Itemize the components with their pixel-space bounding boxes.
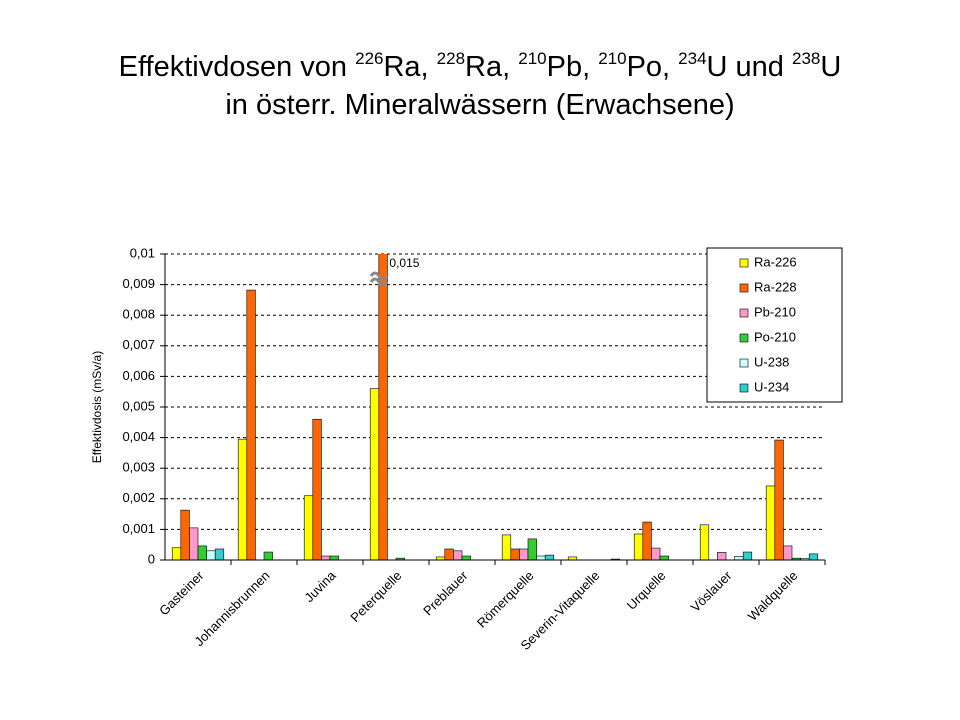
y-tick-label: 0,008: [122, 307, 155, 322]
bar: [633, 533, 644, 560]
title-part: 210: [598, 49, 627, 68]
bar: [321, 555, 331, 560]
title-part: Ra,: [465, 51, 519, 83]
title-part: in österr. Mineralwässern (Erwachsene): [225, 89, 735, 121]
bar: [717, 552, 727, 560]
x-tick-label: Preblauer: [420, 567, 471, 618]
title-part: U und: [706, 51, 792, 83]
legend-swatch: [739, 358, 749, 368]
bar: [651, 547, 661, 560]
bar: [544, 554, 555, 560]
bar: [312, 418, 322, 560]
legend-swatch: [739, 333, 749, 343]
bar: [214, 548, 225, 560]
x-tick-label: Vöslauer: [688, 567, 735, 614]
bar: [659, 555, 669, 560]
x-tick-label: Urquelle: [624, 568, 669, 613]
bar: [395, 557, 405, 560]
grid: 0 0,001 0,002 0,003 0,004 0,005 0,006 0,007 0,00…: [122, 245, 826, 566]
title-part: U: [820, 51, 842, 83]
y-tick-label: 0,01: [130, 245, 155, 260]
legend-swatch: [739, 383, 749, 393]
y-tick-label: 0,006: [122, 368, 155, 383]
x-tick-label: Römerquelle: [474, 568, 537, 631]
bar: [171, 547, 182, 560]
title-part: Pb,: [546, 51, 599, 83]
data-label: 0,015: [389, 256, 419, 270]
title-part: 226: [355, 49, 384, 68]
axis-break: [369, 271, 389, 287]
bar: [378, 254, 388, 560]
legend-swatch: [739, 308, 749, 318]
legend-box: [706, 247, 843, 403]
bar: [303, 495, 314, 560]
title-part: 234: [678, 49, 707, 68]
bar: [527, 538, 537, 560]
legend-swatch: [739, 258, 749, 268]
bar: [237, 438, 248, 560]
bars: [171, 254, 819, 560]
bar: [444, 548, 454, 560]
bar: [783, 545, 793, 560]
legend: Ra-226 Ra-228 Pb-210 Po-210 U-238 U-234: [706, 247, 843, 403]
bar: [206, 550, 216, 560]
bar: [774, 439, 784, 560]
bar: [263, 551, 273, 560]
y-tick-label: 0,001: [122, 521, 155, 536]
bar: [699, 524, 710, 560]
y-tick-label: 0,003: [122, 460, 155, 475]
bar: [189, 527, 199, 560]
bar: [329, 555, 339, 560]
bar: [567, 556, 578, 560]
legend-label: Ra-228: [754, 279, 797, 294]
legend-swatch: [739, 283, 749, 293]
bar: [808, 553, 819, 560]
y-tick-label: 0,007: [122, 337, 155, 352]
bar: [536, 555, 546, 560]
y-tick-label: 0,005: [122, 398, 155, 413]
y-tick-label: 0,002: [122, 490, 155, 505]
title-part: Po,: [626, 51, 679, 83]
bar: [501, 534, 512, 560]
y-tick-label: 0,009: [122, 276, 155, 291]
bar: [510, 548, 520, 560]
title-part: 228: [436, 49, 466, 68]
chart-title: Effektivdosen von 226Ra, 228Ra, 210Pb, 2…: [0, 48, 960, 124]
bar: [642, 521, 652, 560]
title-part: Effektivdosen von: [118, 51, 356, 83]
x-tick-label: Juvina: [301, 567, 339, 605]
bar: [765, 485, 776, 560]
legend-label: U-234: [754, 379, 789, 394]
y-tick-label: 0: [148, 551, 155, 566]
title-part: 210: [518, 49, 547, 68]
x-tick-label: Waldquelle: [745, 568, 801, 624]
bar: [246, 289, 256, 560]
bar: [197, 545, 207, 560]
bar: [734, 556, 744, 560]
title-part: Ra,: [383, 51, 437, 83]
bar: [369, 388, 380, 560]
legend-label: Pb-210: [754, 304, 796, 319]
legend-label: U-238: [754, 354, 789, 369]
legend-label: Ra-226: [754, 254, 797, 269]
title-part: 238: [792, 49, 821, 68]
bar: [461, 555, 471, 560]
bar: [180, 509, 190, 560]
y-tick-label: 0,004: [122, 429, 155, 444]
bar: [742, 551, 753, 560]
legend-label: Po-210: [754, 329, 796, 344]
x-tick-label: Gasteiner: [156, 567, 207, 618]
x-tick-label: Peterquelle: [347, 568, 404, 625]
bar: [453, 550, 463, 560]
y-axis-label: Effektivdosis (mSv/a): [90, 351, 104, 463]
bar: [519, 548, 529, 560]
